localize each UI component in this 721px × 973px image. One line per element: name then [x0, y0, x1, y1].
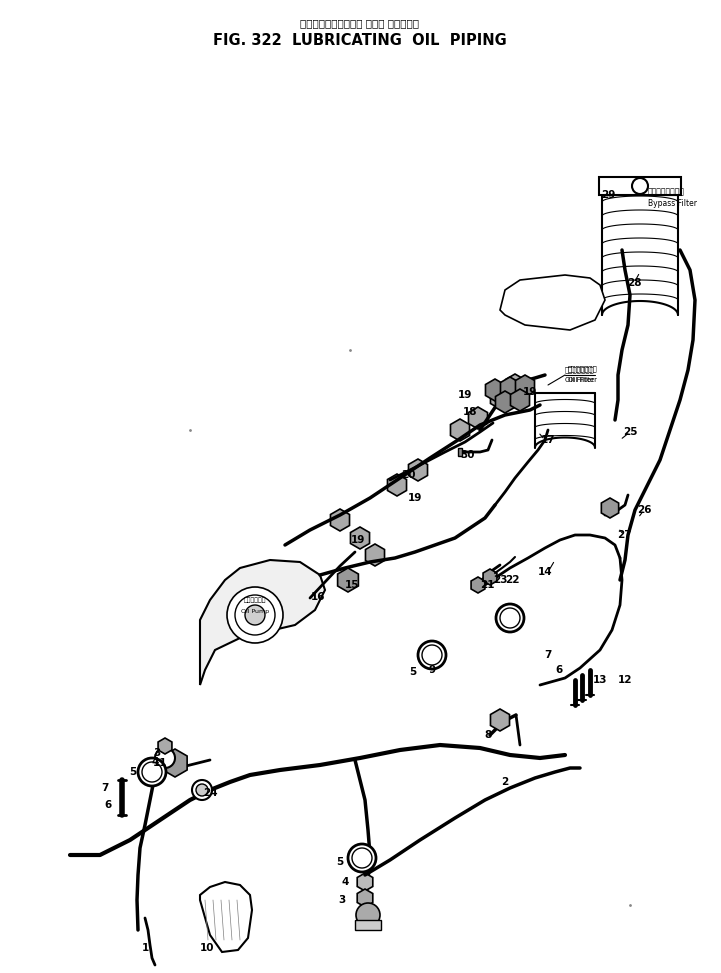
Polygon shape [505, 374, 524, 396]
Text: バイパスフィルタ: バイパスフィルタ [648, 188, 685, 197]
Text: Oil Pump: Oil Pump [241, 609, 269, 615]
Text: 19: 19 [523, 387, 537, 397]
Text: 15: 15 [345, 580, 359, 590]
Polygon shape [158, 738, 172, 754]
Text: 27: 27 [616, 530, 632, 540]
Text: 6: 6 [105, 800, 112, 810]
Text: Oil Filter: Oil Filter [565, 377, 594, 383]
Text: 14: 14 [538, 567, 552, 577]
Circle shape [192, 780, 212, 800]
Text: 30: 30 [461, 450, 475, 460]
Text: 1: 1 [141, 943, 149, 953]
Polygon shape [483, 569, 497, 585]
Text: FIG. 322  LUBRICATING  OIL  PIPING: FIG. 322 LUBRICATING OIL PIPING [213, 33, 507, 48]
Polygon shape [516, 375, 534, 397]
Polygon shape [330, 509, 350, 531]
Polygon shape [163, 749, 187, 777]
Text: 19: 19 [458, 390, 472, 400]
Polygon shape [500, 275, 605, 330]
Polygon shape [366, 544, 384, 566]
Circle shape [142, 762, 162, 782]
Circle shape [140, 760, 164, 784]
Text: Oil Filter: Oil Filter [568, 377, 597, 383]
Text: 23: 23 [492, 575, 508, 585]
Text: 4: 4 [341, 877, 349, 887]
Text: オイルポンプ: オイルポンプ [244, 597, 266, 603]
Text: 11: 11 [153, 758, 167, 768]
Circle shape [144, 764, 160, 780]
Polygon shape [200, 882, 252, 952]
Text: 3: 3 [154, 748, 161, 758]
Text: 12: 12 [618, 675, 632, 685]
Text: 29: 29 [601, 190, 615, 200]
Circle shape [155, 748, 175, 768]
Text: 24: 24 [203, 788, 217, 798]
Text: Bypass Filter: Bypass Filter [648, 198, 697, 207]
Text: 9: 9 [428, 665, 435, 675]
Text: 13: 13 [593, 675, 607, 685]
Circle shape [632, 178, 648, 194]
Circle shape [496, 604, 524, 632]
Text: 20: 20 [401, 470, 415, 480]
Polygon shape [601, 498, 619, 518]
Polygon shape [200, 560, 325, 685]
Polygon shape [490, 387, 510, 409]
Circle shape [422, 645, 442, 665]
Polygon shape [469, 407, 487, 429]
Text: 5: 5 [410, 667, 417, 677]
Polygon shape [387, 474, 407, 496]
Circle shape [235, 595, 275, 635]
Text: 5: 5 [337, 857, 344, 867]
Text: 8: 8 [485, 730, 492, 740]
Circle shape [418, 641, 446, 669]
Polygon shape [451, 419, 469, 441]
Text: ルーブリケーティング オイル パイピング: ルーブリケーティング オイル パイピング [301, 18, 420, 28]
Text: 21: 21 [479, 580, 495, 590]
Circle shape [138, 758, 166, 786]
Circle shape [227, 587, 283, 643]
Polygon shape [471, 577, 485, 593]
Text: 17: 17 [541, 435, 555, 445]
Text: 7: 7 [102, 783, 109, 793]
Polygon shape [500, 377, 520, 399]
Text: オイルフィルタ: オイルフィルタ [565, 367, 595, 374]
Polygon shape [485, 379, 505, 401]
Text: 4: 4 [151, 757, 159, 767]
Circle shape [245, 605, 265, 625]
Text: 7: 7 [544, 650, 552, 660]
Polygon shape [355, 920, 381, 930]
Text: 22: 22 [505, 575, 519, 585]
Text: 5: 5 [129, 767, 136, 777]
Polygon shape [490, 709, 510, 731]
Polygon shape [357, 889, 373, 907]
Text: 26: 26 [637, 505, 651, 515]
Text: 16: 16 [311, 592, 325, 602]
Circle shape [356, 903, 380, 927]
Text: 28: 28 [627, 278, 641, 288]
Text: 18: 18 [463, 407, 477, 417]
Text: 25: 25 [623, 427, 637, 437]
Text: 10: 10 [200, 943, 214, 953]
Text: 3: 3 [338, 895, 345, 905]
Circle shape [352, 848, 372, 868]
Text: 19: 19 [408, 493, 423, 503]
Polygon shape [458, 448, 462, 456]
Text: 19: 19 [351, 535, 366, 545]
Polygon shape [357, 873, 373, 891]
Text: 6: 6 [555, 665, 562, 675]
Polygon shape [510, 389, 529, 411]
Circle shape [348, 844, 376, 872]
Polygon shape [350, 527, 370, 549]
Polygon shape [337, 568, 358, 592]
Circle shape [355, 851, 369, 865]
Text: 2: 2 [501, 777, 508, 787]
Circle shape [351, 847, 373, 869]
Circle shape [196, 784, 208, 796]
Polygon shape [409, 459, 428, 481]
Text: オイルフィルタ: オイルフィルタ [568, 366, 598, 372]
Polygon shape [599, 177, 681, 195]
Circle shape [500, 608, 520, 628]
Polygon shape [495, 391, 515, 413]
